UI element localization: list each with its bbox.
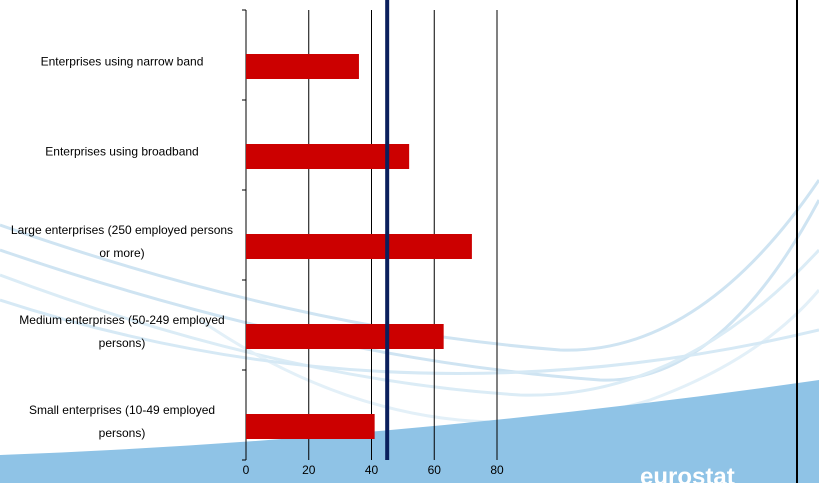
x-tick-label: 60: [428, 463, 442, 477]
background-wave: [0, 380, 819, 483]
x-tick-label: 40: [365, 463, 379, 477]
bar: [246, 414, 375, 439]
bar: [246, 144, 410, 169]
logo: eurostat: [640, 463, 735, 483]
bar: [246, 324, 444, 349]
category-label: Large enterprises (250 employed persons …: [10, 223, 234, 260]
category-label: Medium enterprises (50-249 employed pers…: [19, 313, 225, 350]
category-label: Enterprises using broadband: [45, 144, 199, 159]
x-tick-label: 20: [302, 463, 316, 477]
bar: [246, 54, 359, 79]
category-label: Small enterprises (10-49 employed person…: [28, 403, 216, 440]
x-tick-label: 0: [243, 463, 250, 477]
x-tick-label: 80: [490, 463, 504, 477]
category-label: Enterprises using narrow band: [40, 54, 204, 69]
bar: [246, 234, 472, 259]
background-decoration: [0, 179, 819, 424]
